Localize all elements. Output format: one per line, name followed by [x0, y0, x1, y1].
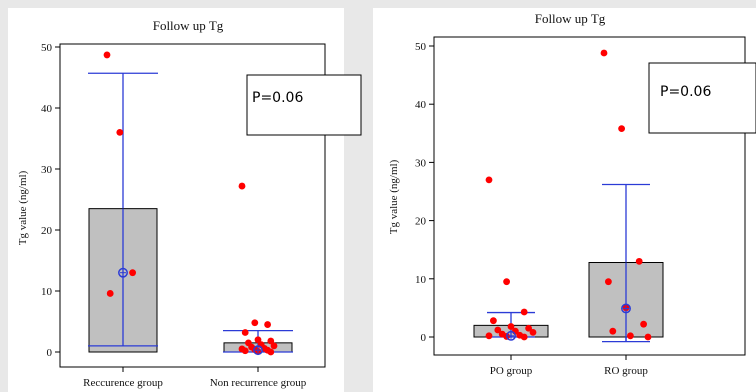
x-category-label: Non recurrence group — [210, 377, 307, 389]
data-point — [103, 51, 111, 59]
box-po-group — [473, 176, 549, 341]
data-point — [507, 323, 515, 330]
x-category-label: PO group — [490, 365, 533, 377]
chart-panel-follow-up-tg-right: Follow up Tg Tg value (ng/ml) 0 10 20 30 40 5… — [373, 8, 756, 392]
data-point — [635, 257, 643, 265]
data-point — [485, 332, 493, 340]
data-point — [644, 333, 652, 341]
box-ro-group — [588, 49, 664, 343]
y-tick-label: 10 — [415, 274, 427, 286]
y-axis-label: Tg value (ng/ml) — [17, 170, 29, 245]
data-point — [254, 336, 262, 344]
data-point — [609, 327, 617, 335]
data-point — [116, 129, 124, 136]
y-tick-label: 10 — [41, 286, 53, 298]
x-category-label: Reccurence group — [83, 377, 163, 389]
data-point — [520, 308, 528, 316]
y-axis: 0 10 20 30 40 50 — [41, 42, 60, 359]
data-point — [129, 269, 137, 277]
y-tick-label: 30 — [415, 157, 427, 169]
y-tick-label: 0 — [47, 347, 53, 359]
mean-marker — [506, 330, 516, 341]
data-point — [490, 317, 497, 325]
data-point — [529, 328, 537, 336]
y-tick-label: 40 — [415, 99, 427, 111]
p-value-box — [246, 74, 362, 136]
mean-marker — [118, 267, 128, 278]
chart-title: Follow up Tg — [153, 18, 224, 33]
y-tick-label: 0 — [421, 332, 427, 344]
y-axis-label: Tg value (ng/ml) — [388, 159, 400, 234]
data-point — [267, 348, 275, 356]
mean-marker — [621, 303, 631, 314]
panel-background — [8, 8, 344, 392]
y-tick-label: 20 — [415, 216, 427, 228]
data-point — [241, 347, 249, 355]
data-point — [605, 278, 612, 286]
chart-panel-follow-up-tg-left: Follow up Tg Tg value (ng/ml) 0 10 20 30 40 5… — [8, 8, 362, 392]
data-point — [627, 332, 634, 340]
data-point — [600, 49, 608, 57]
data-point — [241, 329, 249, 336]
y-tick-label: 20 — [41, 225, 53, 237]
box-non-recurrence-group — [223, 182, 293, 356]
data-point — [106, 290, 114, 297]
chart-title: Follow up Tg — [535, 11, 606, 26]
data-point — [494, 326, 502, 334]
plot-frame — [59, 43, 326, 368]
data-point — [238, 182, 246, 190]
data-point — [640, 320, 647, 328]
data-point — [618, 125, 625, 133]
box-group — [473, 49, 664, 343]
mean-marker — [253, 345, 263, 356]
p-value-annotation: P=0.06 — [660, 84, 711, 100]
data-point — [270, 342, 278, 350]
data-point — [251, 319, 259, 327]
y-tick-label: 50 — [41, 42, 53, 54]
p-value-box — [648, 62, 756, 134]
data-point — [525, 324, 532, 332]
x-category-label: RO group — [604, 365, 648, 377]
y-axis: 0 10 20 30 40 50 — [415, 41, 434, 344]
y-tick-label: 40 — [41, 103, 53, 115]
plot-frame — [433, 36, 746, 356]
p-value-annotation: P=0.06 — [252, 90, 303, 106]
data-point — [520, 333, 528, 341]
x-axis: Reccurence group Non recurrence group — [83, 367, 307, 389]
data-point — [267, 337, 275, 345]
data-point — [264, 321, 271, 328]
data-point — [503, 278, 510, 286]
y-tick-label: 50 — [415, 41, 427, 53]
x-axis: PO group RO group — [490, 355, 648, 377]
box-reccurence-group — [88, 51, 158, 353]
y-tick-label: 30 — [41, 164, 53, 176]
box-group — [88, 51, 293, 356]
data-point — [485, 176, 493, 184]
